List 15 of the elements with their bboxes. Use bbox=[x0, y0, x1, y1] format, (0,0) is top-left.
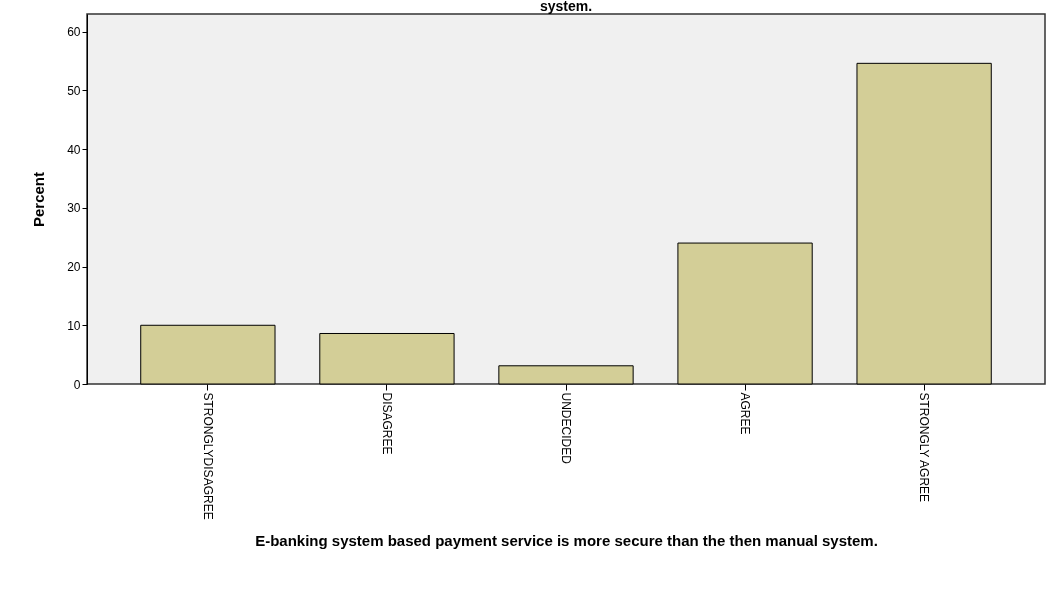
x-tick-label: DISAGREE bbox=[379, 392, 394, 455]
y-tick-label: 60 bbox=[67, 25, 81, 40]
x-tick-label: STRONGLYDISAGREE bbox=[200, 392, 215, 520]
y-tick-label: 50 bbox=[67, 83, 81, 98]
y-tick-label: 40 bbox=[67, 142, 81, 157]
y-tick-label: 0 bbox=[73, 377, 81, 392]
y-tick-label: 20 bbox=[67, 260, 81, 275]
x-axis-title: E-banking system based payment service is more secure than the then manual system. bbox=[255, 531, 878, 549]
y-tick-label: 30 bbox=[67, 201, 81, 216]
chart-title: system. bbox=[539, 0, 593, 14]
x-tick-label: AGREE bbox=[738, 392, 753, 435]
y-tick-label: 10 bbox=[67, 318, 81, 333]
y-axis-title: Percent bbox=[30, 171, 48, 228]
x-tick-label: UNDECIDED bbox=[559, 392, 573, 465]
x-tick-label: STRONGLY AGREE bbox=[917, 392, 932, 503]
